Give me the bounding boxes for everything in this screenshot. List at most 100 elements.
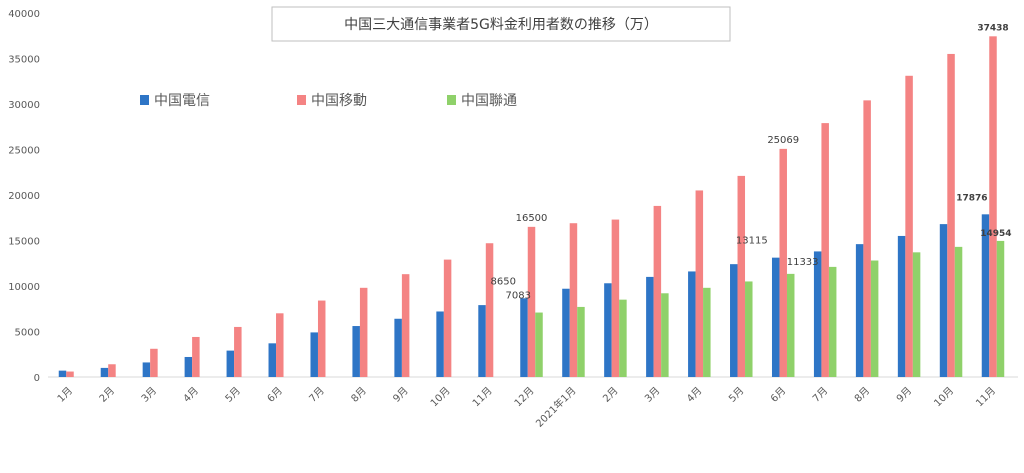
bar-series-1-10 (485, 243, 494, 377)
x-tick-label: 11月 (974, 385, 999, 410)
bar-series-2-16 (745, 281, 753, 377)
bar-series-0-17 (771, 257, 780, 377)
bar-series-1-11 (527, 226, 536, 377)
bar-series-0-12 (562, 288, 570, 377)
x-tick-label: 4月 (684, 385, 704, 405)
data-label: 11333 (787, 257, 819, 268)
bar-series-2-20 (912, 252, 921, 377)
bar-series-1-8 (401, 274, 410, 377)
bar-series-1-17 (779, 148, 787, 377)
data-labels: 8650 16500 7083 13115 25069 11333 17876 37438 14… (491, 23, 1012, 301)
x-tick-label: 6月 (265, 385, 285, 405)
x-tick-label: 5月 (223, 385, 243, 405)
x-tick-label: 3月 (642, 385, 662, 405)
bar-series-0-9 (436, 311, 444, 377)
bar-series-1-13 (611, 219, 620, 377)
x-tick-label: 3月 (139, 385, 159, 405)
bar-series-1-15 (695, 190, 704, 377)
bar-series-1-7 (359, 287, 368, 377)
bar-series-0-10 (478, 305, 486, 377)
bar-series-0-20 (897, 235, 906, 377)
x-tick-label: 1月 (55, 385, 75, 405)
x-tick-label: 11月 (470, 385, 495, 410)
x-tick-label: 9月 (894, 385, 914, 405)
y-tick-label: 10000 (8, 282, 40, 293)
y-tick-label: 35000 (8, 55, 40, 66)
bar-series-1-6 (317, 300, 326, 377)
bar-series-1-20 (905, 75, 913, 377)
x-tick-label: 7月 (307, 385, 327, 405)
bar-series-1-0 (66, 371, 74, 377)
legend-swatch (447, 95, 456, 105)
data-label: 25069 (767, 135, 799, 146)
data-label: 13115 (736, 236, 768, 247)
bar-series-2-18 (828, 266, 837, 377)
x-tick-label: 12月 (512, 385, 537, 410)
legend-swatch (297, 95, 306, 105)
data-label: 14954 (980, 229, 1011, 239)
bar-series-0-18 (813, 251, 822, 377)
bar-series-0-8 (394, 318, 402, 377)
bar-series-1-3 (192, 336, 200, 377)
bar-series-0-15 (688, 271, 696, 377)
legend-label: 中国移動 (311, 93, 367, 109)
bar-series-0-3 (184, 356, 193, 377)
bar-series-2-22 (996, 240, 1005, 377)
x-tick-label: 8月 (349, 385, 369, 405)
bar-series-1-22 (989, 36, 997, 377)
data-label: 17876 (956, 193, 987, 203)
data-label: 37438 (977, 23, 1008, 33)
data-label: 7083 (506, 291, 531, 302)
bar-series-0-21 (939, 224, 948, 377)
bar-series-2-14 (661, 293, 669, 377)
bar-series-0-5 (268, 343, 277, 377)
bar-series-2-13 (619, 299, 627, 377)
y-tick-label: 20000 (8, 191, 40, 202)
bar-series-0-16 (730, 264, 738, 377)
bar-series-1-16 (737, 175, 746, 377)
x-tick-label: 8月 (852, 385, 872, 405)
x-tick-label: 10月 (428, 385, 453, 410)
bar-series-1-1 (108, 364, 116, 377)
bar-series-0-22 (981, 214, 990, 377)
x-tick-label: 6月 (768, 385, 788, 405)
y-tick-label: 30000 (8, 100, 40, 111)
bar-series-2-12 (577, 306, 585, 377)
bar-series-2-15 (703, 287, 711, 377)
bar-series-0-19 (855, 244, 864, 377)
x-tick-label: 7月 (810, 385, 830, 405)
bar-series-0-1 (100, 367, 109, 377)
bar-series-0-11 (520, 298, 528, 377)
x-tick-label: 4月 (181, 385, 201, 405)
bar-series-0-7 (352, 326, 360, 377)
data-label: 16500 (516, 213, 548, 224)
x-tick-label: 10月 (932, 385, 957, 410)
bar-series-2-21 (954, 246, 963, 377)
chart-title: 中国三大通信事業者5G料金利用者数の推移（万） (344, 17, 658, 33)
bar-series-1-12 (569, 223, 578, 377)
legend-swatch (140, 95, 149, 105)
y-axis: 0 5000 10000 15000 20000 25000 30000 35000 40000 (8, 9, 40, 384)
legend-label: 中国電信 (154, 93, 210, 109)
chart-title-box: 中国三大通信事業者5G料金利用者数の推移（万） (271, 6, 731, 42)
y-tick-label: 25000 (8, 146, 40, 157)
bar-series-0-14 (646, 276, 654, 377)
bar-series-1-2 (150, 348, 158, 377)
bar-series-0-0 (58, 370, 67, 377)
bar-series-0-13 (604, 283, 612, 377)
y-tick-label: 40000 (8, 9, 40, 20)
bar-series-1-14 (653, 205, 662, 377)
legend: 中国電信 中国移動 中国聯通 (140, 93, 517, 109)
x-tick-label: 2月 (97, 385, 117, 405)
bars (58, 36, 1005, 378)
bar-series-1-19 (863, 100, 871, 378)
bar-series-0-4 (226, 350, 235, 377)
data-label: 8650 (491, 276, 516, 287)
bar-series-1-4 (234, 326, 242, 377)
bar-series-1-18 (821, 123, 829, 377)
bar-series-2-19 (870, 260, 879, 377)
y-tick-label: 5000 (15, 328, 40, 339)
x-tick-label: 5月 (726, 385, 746, 405)
